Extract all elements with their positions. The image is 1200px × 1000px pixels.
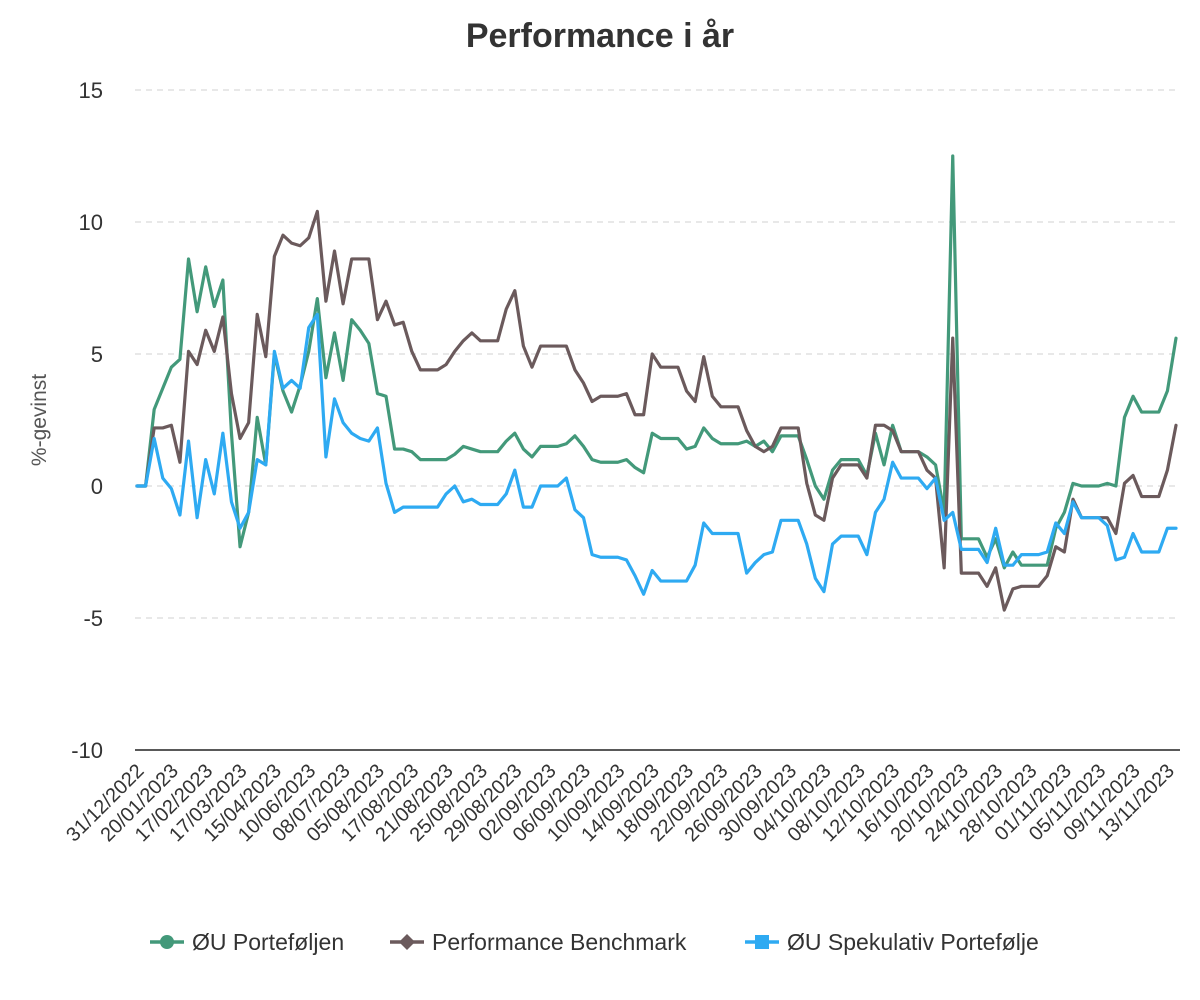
legend-label: ØU Porteføljen	[192, 929, 344, 955]
y-axis-label: %-gevinst	[28, 374, 51, 466]
legend: ØU Porteføljen Performance Benchmark ØU Sp…	[150, 929, 1039, 955]
legend-marker-diamond	[399, 934, 415, 950]
legend-item-2: ØU Spekulativ Portefølje	[745, 929, 1039, 955]
y-axis-ticks: 15 10 5 0 -5 -10	[71, 78, 103, 763]
x-axis-ticks: 31/12/202220/01/202317/02/202317/03/2023…	[62, 760, 1179, 846]
series-line-2	[135, 312, 1178, 596]
legend-marker-square	[755, 935, 769, 949]
y-tick-label: 10	[79, 210, 103, 235]
chart-title: Performance i år	[466, 17, 734, 55]
y-tick-label: 15	[79, 78, 103, 103]
gridlines	[135, 89, 1180, 619]
legend-item-1: Performance Benchmark	[390, 929, 687, 955]
y-tick-label: 5	[91, 342, 103, 367]
series-lines	[135, 154, 1178, 612]
legend-item-0: ØU Porteføljen	[150, 929, 344, 955]
legend-label: ØU Spekulativ Portefølje	[787, 929, 1039, 955]
y-tick-label: 0	[91, 474, 103, 499]
legend-marker-circle	[160, 935, 174, 949]
y-tick-label: -5	[83, 606, 103, 631]
y-tick-label: -10	[71, 738, 103, 763]
series-line-1	[135, 209, 1178, 612]
legend-label: Performance Benchmark	[432, 929, 687, 955]
